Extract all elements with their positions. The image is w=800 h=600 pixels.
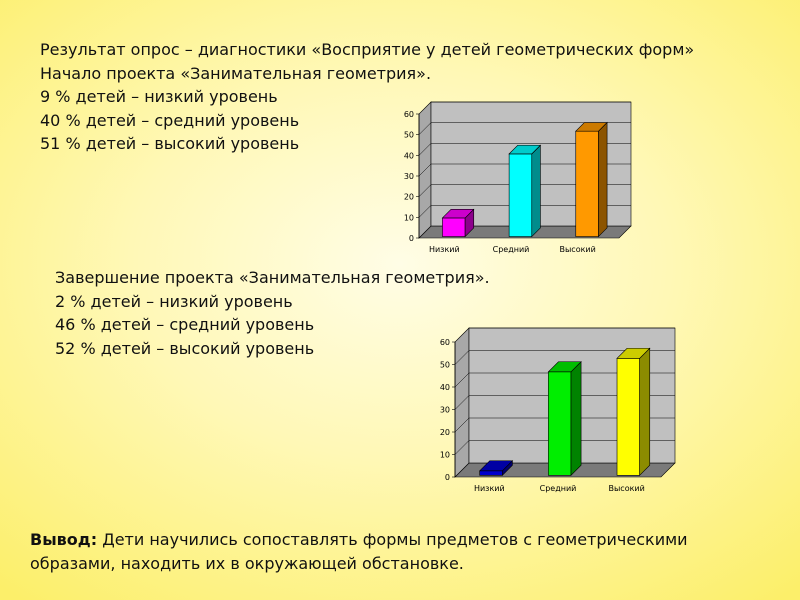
y-tick-label: 40 (404, 151, 414, 160)
start-chart: 0 10 20 30 40 50 60 Низкий Средний Высокий (404, 101, 632, 254)
bar-top-face (478, 460, 514, 472)
y-tick-label: 10 (440, 451, 450, 460)
chart-bar (547, 361, 582, 477)
bar-front-face (575, 130, 599, 237)
bar-front-face (508, 153, 533, 237)
conclusion-label: Вывод: (30, 530, 98, 549)
chart-bar (508, 144, 542, 238)
y-tick-label: 40 (440, 383, 450, 392)
bar-front-face (548, 371, 572, 476)
conclusion-text: Вывод: Дети научились сопоставлять формы… (30, 528, 770, 576)
bar-side-face (598, 121, 608, 238)
end-high-level-line: 52 % детей – высокий уровень (55, 338, 315, 358)
gridline (454, 372, 675, 388)
y-tick-label: 0 (445, 473, 450, 482)
bar-top-face (441, 209, 475, 219)
x-category-label: Средний (493, 245, 530, 254)
x-category-label: Низкий (474, 484, 505, 493)
chart-bar (575, 121, 608, 238)
y-tick-label: 30 (440, 406, 450, 415)
gridline (454, 327, 675, 343)
chart-bar (478, 460, 514, 477)
bar-side-face (639, 347, 651, 477)
start-medium-level-line: 40 % детей – средний уровень (40, 110, 300, 130)
x-category-label: Средний (540, 484, 577, 493)
project-end-text: Завершение проекта «Занимательная геомет… (55, 266, 490, 360)
project-start-line: Начало проекта «Занимательная геометрия»… (40, 63, 432, 83)
gridline (418, 205, 631, 218)
y-tick-label: 0 (409, 234, 414, 243)
bar-top-face (616, 347, 651, 359)
x-category-label: Высокий (609, 484, 645, 493)
gridline (454, 395, 675, 410)
y-tick-label: 60 (440, 338, 450, 347)
bar-side-face (570, 361, 582, 477)
conclusion-body: Дети научились сопоставлять формы предме… (30, 530, 688, 573)
chart-bar (441, 208, 475, 238)
bar-front-face (616, 358, 640, 476)
gridline (418, 163, 631, 177)
y-tick-label: 60 (404, 110, 414, 119)
survey-start-text: Результат опрос – диагностики «Восприяти… (40, 38, 694, 156)
y-tick-label: 30 (404, 172, 414, 181)
y-tick-label: 50 (440, 361, 450, 370)
gridline (418, 101, 631, 115)
y-tick-label: 20 (440, 428, 450, 437)
y-tick-label: 10 (404, 213, 414, 222)
gridline (454, 417, 675, 433)
x-category-label: Высокий (560, 245, 596, 254)
gridline (418, 143, 631, 156)
gridline (454, 350, 675, 365)
bar-side-face (531, 144, 541, 238)
x-category-label: Низкий (429, 245, 460, 254)
start-low-level-line: 9 % детей – низкий уровень (40, 87, 278, 106)
chart-bar (616, 347, 651, 477)
y-tick-label: 20 (404, 193, 414, 202)
survey-title-line: Результат опрос – диагностики «Восприяти… (40, 40, 695, 59)
bar-top-face (508, 144, 542, 155)
end-medium-level-line: 46 % детей – средний уровень (55, 315, 315, 334)
start-high-level-line: 51 % детей – высокий уровень (40, 134, 300, 153)
y-tick-label: 50 (404, 131, 414, 140)
bar-top-face (547, 361, 582, 373)
end-chart: 0 10 20 30 40 50 60 Низкий Средний Высокий (440, 327, 676, 493)
bar-front-face (479, 470, 503, 476)
bar-top-face (575, 122, 608, 132)
bar-front-face (442, 217, 466, 237)
gridline (418, 184, 631, 197)
gridline (454, 440, 675, 455)
end-low-level-line: 2 % детей – низкий уровень (55, 291, 293, 311)
gridline (418, 122, 631, 135)
project-end-line: Завершение проекта «Занимательная геомет… (55, 268, 490, 287)
